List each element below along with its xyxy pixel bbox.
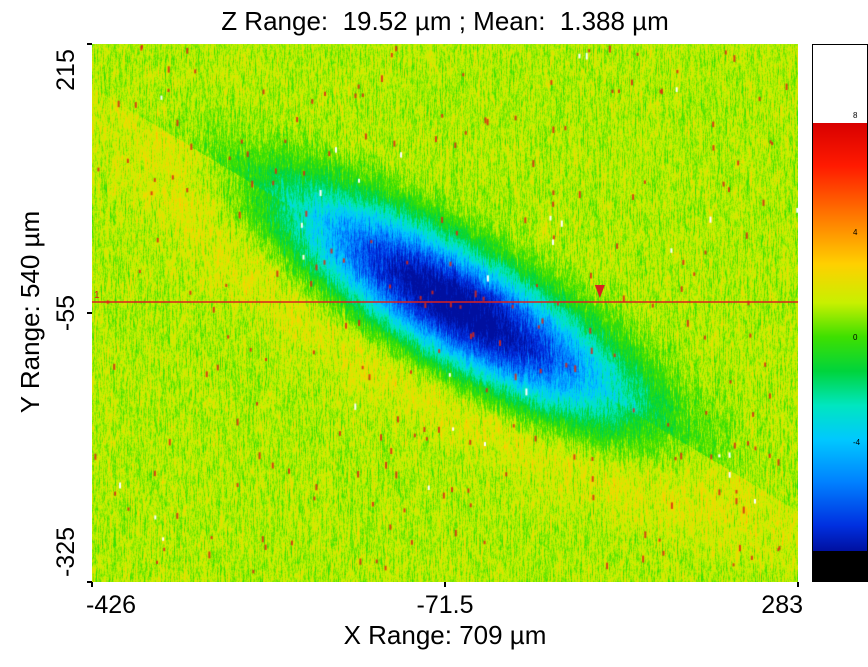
plot-overlay: 1 xyxy=(92,285,798,303)
y-tick-label: -55 xyxy=(52,294,80,332)
y-tick-mark xyxy=(87,43,92,45)
x-tick-label: 283 xyxy=(761,591,804,619)
colorbar: 8 4 0 -4 xyxy=(812,44,868,582)
y-axis-label: Y Range: 540 µm xyxy=(15,210,45,414)
colorbar-tick-label: 4 xyxy=(853,227,858,237)
colorbar-clip-band xyxy=(813,551,867,581)
x-tick-mark xyxy=(797,582,799,587)
x-tick-label: -426 xyxy=(85,591,137,619)
y-tick-mark xyxy=(87,312,92,314)
colorbar-gradient xyxy=(813,123,867,551)
colorbar-tick-label: 0 xyxy=(853,332,858,342)
y-tick-label: -325 xyxy=(52,526,80,578)
x-axis-label: X Range: 709 µm xyxy=(343,620,547,650)
y-tick-mark xyxy=(87,581,92,583)
x-tick-label: -71.5 xyxy=(416,591,474,619)
plot-area[interactable]: 1 xyxy=(92,44,798,582)
x-tick-mark xyxy=(444,582,446,587)
height-map xyxy=(92,44,798,582)
y-tick-label: 215 xyxy=(52,49,80,91)
colorbar-tick-label: 8 xyxy=(853,111,858,120)
x-tick-mark xyxy=(91,582,93,587)
chart-title: Z Range: 19.52 µm ; Mean: 1.388 µm xyxy=(221,6,669,36)
profile-marker[interactable] xyxy=(594,285,605,299)
profile-line-label: 1 xyxy=(94,290,100,301)
colorbar-tick-label: -4 xyxy=(853,437,861,447)
